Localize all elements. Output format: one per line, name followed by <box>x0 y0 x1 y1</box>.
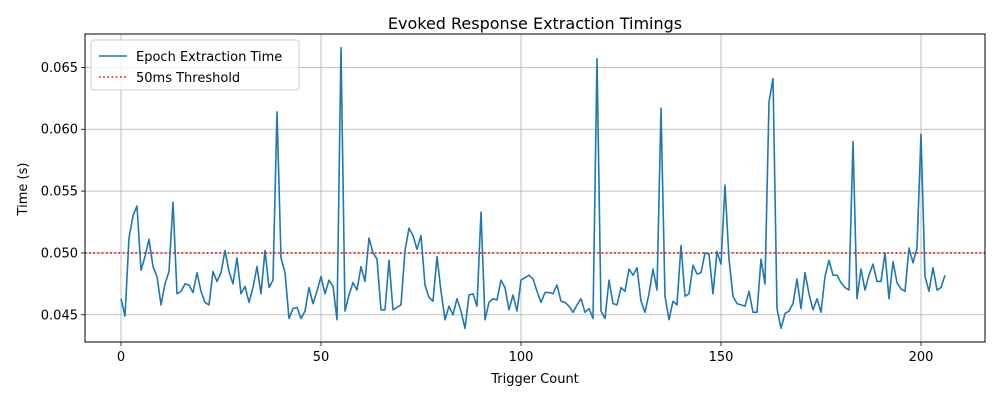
x-tick-label: 0 <box>117 350 125 365</box>
series-line <box>120 46 946 330</box>
plot-frame <box>84 33 986 343</box>
x-tick-label: 200 <box>909 350 934 365</box>
y-tick-label: 0.055 <box>41 185 78 200</box>
legend-label-extraction-time: Epoch Extraction Time <box>136 50 282 65</box>
legend: Epoch Extraction Time 50ms Threshold <box>90 39 300 91</box>
y-tick-label: 0.060 <box>41 123 78 138</box>
y-tick-label: 0.050 <box>41 246 78 261</box>
x-tick-label: 150 <box>709 350 734 365</box>
legend-label-threshold: 50ms Threshold <box>136 71 240 86</box>
chart-title: Evoked Response Extraction Timings <box>388 14 682 33</box>
x-tick-label: 50 <box>313 350 330 365</box>
y-axis: 0.045 0.050 0.055 0.060 0.065 <box>41 61 85 323</box>
x-axis-label: Trigger Count <box>490 372 579 387</box>
legend-box <box>90 39 300 91</box>
grid <box>85 34 985 342</box>
y-tick-label: 0.065 <box>41 61 78 76</box>
x-tick-label: 100 <box>509 350 534 365</box>
y-tick-label: 0.045 <box>41 308 78 323</box>
x-axis: 0 50 100 150 200 <box>117 342 934 365</box>
series-extraction-time <box>120 46 946 330</box>
y-axis-label: Time (s) <box>16 163 31 217</box>
